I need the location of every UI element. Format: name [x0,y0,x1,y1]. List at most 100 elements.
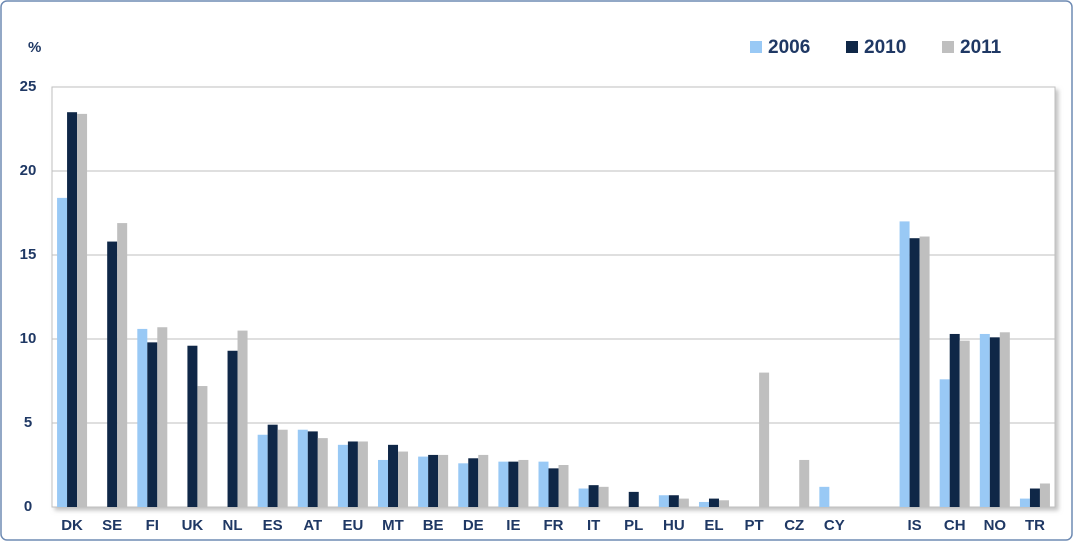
bar [398,451,409,507]
bar [628,491,639,507]
x-tick-label: IT [587,517,600,534]
plot-area [51,86,1056,508]
bar [1039,483,1050,507]
bar [708,498,719,507]
x-tick-label: HU [663,517,685,534]
bar [759,372,770,507]
bar [819,486,830,507]
bar [478,454,489,507]
bar [458,463,469,507]
bar [959,340,970,507]
x-tick-label: NL [223,517,243,534]
bar [107,241,118,507]
bar [187,345,198,507]
bar [337,444,348,507]
y-tick-label: 10 [20,330,37,347]
x-tick-label: NO [984,517,1007,534]
bar [317,438,328,507]
x-tick-label: CY [824,517,845,534]
x-tick-label: FI [146,517,159,534]
bar [147,342,158,507]
bar [378,459,389,507]
x-tick-label: PT [745,517,764,534]
bar [899,221,910,507]
x-tick-label: DK [61,517,83,534]
x-tick-label: EU [342,517,363,534]
bar [939,379,950,507]
x-tick-label: TR [1025,517,1045,534]
bar [518,459,529,507]
bar [558,465,569,507]
bar [538,461,549,507]
y-tick-label: 5 [24,414,32,431]
legend-label: 2011 [960,37,1002,58]
bar [357,441,368,507]
legend-label: 2006 [768,37,810,58]
bar [297,429,308,507]
bar [799,459,810,507]
bar [909,238,920,507]
bar [919,236,930,507]
x-tick-label: CZ [784,517,804,534]
bar [718,500,729,507]
bar [57,197,68,507]
x-tick-label: SE [102,517,122,534]
bar [388,444,399,507]
x-tick-label: FR [544,517,564,534]
x-tick-label: AT [303,517,322,534]
x-tick-label: EL [704,517,723,534]
bar [77,113,88,507]
bar [428,454,439,507]
bar [678,498,689,507]
bar [67,112,78,507]
bar [668,495,679,507]
bar [598,486,609,507]
bar [117,223,128,507]
y-tick-label: 15 [20,246,37,263]
x-tick-label: IS [907,517,921,534]
bar [989,337,1000,507]
x-tick-label: ES [263,517,283,534]
bar [347,441,358,507]
y-axis-label: % [28,39,41,56]
legend-label: 2010 [864,37,906,58]
x-tick-label: CH [944,517,966,534]
legend-swatch [750,41,762,53]
bar [698,501,709,507]
x-tick-label: UK [182,517,204,534]
bar [418,456,429,507]
x-tick-label: MT [382,517,404,534]
bar [578,488,589,507]
bar [237,330,248,507]
y-tick-label: 20 [20,162,37,179]
bar [227,350,238,507]
legend-swatch [846,41,858,53]
bar [468,458,479,507]
bar [197,386,208,507]
bar [588,485,599,507]
x-tick-label: PL [624,517,643,534]
bar [979,333,990,507]
bar [1019,498,1030,507]
x-tick-label: IE [506,517,520,534]
bar [277,429,288,507]
x-tick-label: DE [463,517,484,534]
bar [949,333,960,507]
x-tick-label: BE [423,517,444,534]
bar [658,495,669,507]
bar [508,461,519,507]
bar [307,431,318,507]
bar [498,461,509,507]
bar [548,468,559,507]
y-tick-label: 25 [20,78,37,95]
y-tick-label: 0 [24,498,32,515]
bar [157,327,168,507]
bar [137,328,148,507]
bar [1029,488,1040,507]
legend-swatch [942,41,954,53]
bar [267,424,278,507]
bar [257,434,268,507]
bar [999,332,1010,507]
bar [438,454,449,507]
